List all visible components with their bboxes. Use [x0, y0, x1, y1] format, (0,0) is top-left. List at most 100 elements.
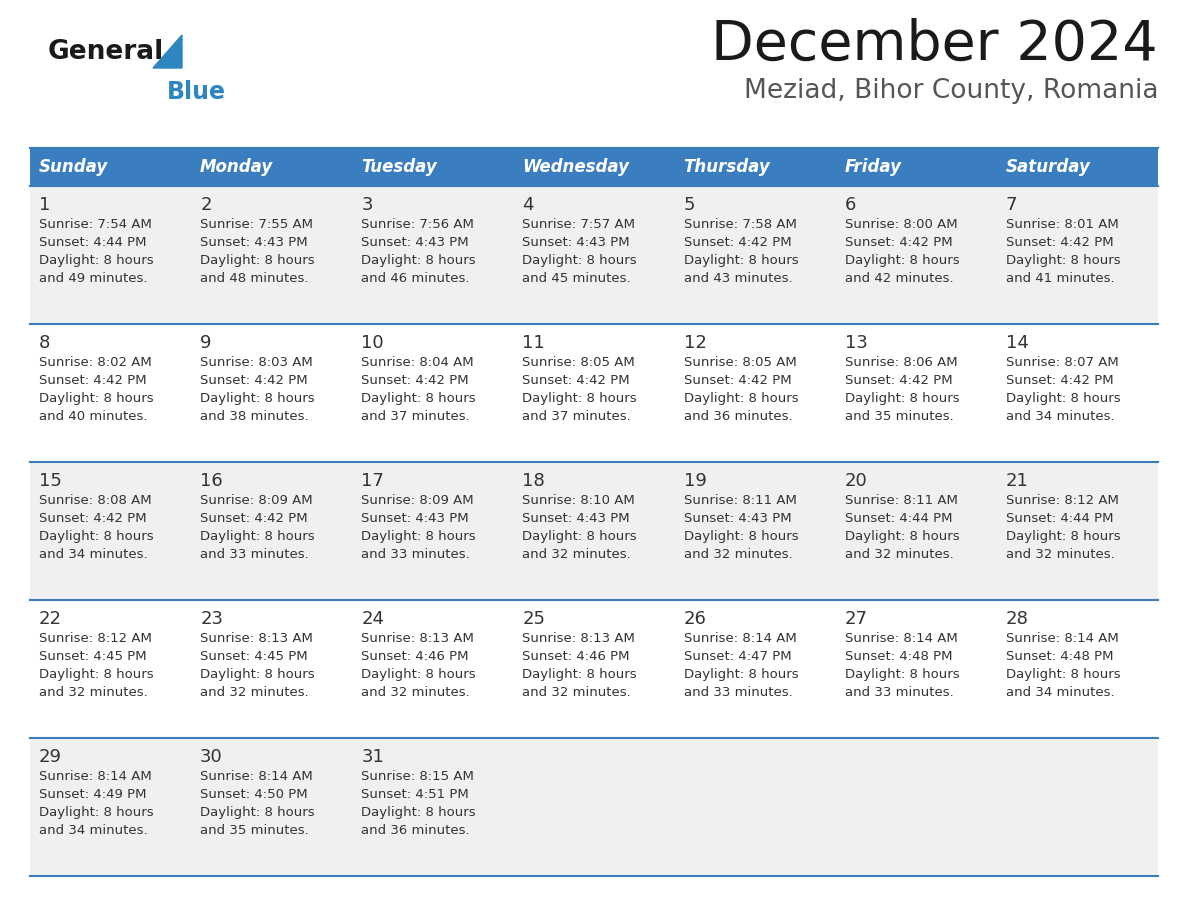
Text: Sunrise: 7:55 AM: Sunrise: 7:55 AM — [200, 218, 314, 231]
Text: 12: 12 — [683, 334, 707, 352]
Text: Sunrise: 8:14 AM: Sunrise: 8:14 AM — [200, 770, 312, 783]
Text: Sunset: 4:45 PM: Sunset: 4:45 PM — [39, 650, 146, 663]
Text: Daylight: 8 hours: Daylight: 8 hours — [200, 530, 315, 543]
Text: and 32 minutes.: and 32 minutes. — [200, 686, 309, 699]
Text: and 33 minutes.: and 33 minutes. — [361, 548, 470, 561]
Text: and 45 minutes.: and 45 minutes. — [523, 272, 631, 285]
Text: Sunset: 4:42 PM: Sunset: 4:42 PM — [200, 374, 308, 387]
Text: and 36 minutes.: and 36 minutes. — [683, 410, 792, 423]
Text: Sunset: 4:50 PM: Sunset: 4:50 PM — [200, 788, 308, 801]
Text: December 2024: December 2024 — [712, 18, 1158, 72]
Text: 28: 28 — [1006, 610, 1029, 628]
Text: and 34 minutes.: and 34 minutes. — [39, 548, 147, 561]
Text: Sunrise: 8:11 AM: Sunrise: 8:11 AM — [845, 494, 958, 507]
Text: Daylight: 8 hours: Daylight: 8 hours — [361, 806, 476, 819]
Text: Sunset: 4:43 PM: Sunset: 4:43 PM — [200, 236, 308, 249]
Text: 11: 11 — [523, 334, 545, 352]
Text: Sunset: 4:42 PM: Sunset: 4:42 PM — [1006, 374, 1113, 387]
Text: Sunrise: 8:13 AM: Sunrise: 8:13 AM — [361, 632, 474, 645]
Text: Sunset: 4:49 PM: Sunset: 4:49 PM — [39, 788, 146, 801]
Text: Sunrise: 8:11 AM: Sunrise: 8:11 AM — [683, 494, 796, 507]
Text: Daylight: 8 hours: Daylight: 8 hours — [683, 530, 798, 543]
Text: Sunrise: 8:02 AM: Sunrise: 8:02 AM — [39, 356, 152, 369]
Text: Sunrise: 8:10 AM: Sunrise: 8:10 AM — [523, 494, 636, 507]
Text: 26: 26 — [683, 610, 707, 628]
Text: Daylight: 8 hours: Daylight: 8 hours — [845, 668, 960, 681]
Text: Sunrise: 8:04 AM: Sunrise: 8:04 AM — [361, 356, 474, 369]
Text: and 34 minutes.: and 34 minutes. — [1006, 410, 1114, 423]
Text: 8: 8 — [39, 334, 50, 352]
Text: 25: 25 — [523, 610, 545, 628]
Text: 15: 15 — [39, 472, 62, 490]
Text: and 38 minutes.: and 38 minutes. — [200, 410, 309, 423]
Text: Sunset: 4:42 PM: Sunset: 4:42 PM — [39, 374, 146, 387]
Text: Sunset: 4:44 PM: Sunset: 4:44 PM — [845, 512, 953, 525]
Text: Sunrise: 8:12 AM: Sunrise: 8:12 AM — [39, 632, 152, 645]
Text: Sunrise: 8:14 AM: Sunrise: 8:14 AM — [39, 770, 152, 783]
Text: Daylight: 8 hours: Daylight: 8 hours — [200, 392, 315, 405]
Text: Daylight: 8 hours: Daylight: 8 hours — [361, 668, 476, 681]
Text: Daylight: 8 hours: Daylight: 8 hours — [39, 668, 153, 681]
Text: and 49 minutes.: and 49 minutes. — [39, 272, 147, 285]
Text: 17: 17 — [361, 472, 384, 490]
Text: Blue: Blue — [168, 80, 226, 104]
Text: Daylight: 8 hours: Daylight: 8 hours — [845, 254, 960, 267]
Text: Daylight: 8 hours: Daylight: 8 hours — [39, 530, 153, 543]
Text: Sunrise: 8:14 AM: Sunrise: 8:14 AM — [845, 632, 958, 645]
Text: Daylight: 8 hours: Daylight: 8 hours — [39, 254, 153, 267]
Text: Daylight: 8 hours: Daylight: 8 hours — [683, 392, 798, 405]
Bar — [30, 148, 191, 186]
Text: Sunset: 4:42 PM: Sunset: 4:42 PM — [845, 374, 953, 387]
Bar — [513, 148, 675, 186]
Text: 2: 2 — [200, 196, 211, 214]
Text: Daylight: 8 hours: Daylight: 8 hours — [523, 530, 637, 543]
Text: Sunset: 4:42 PM: Sunset: 4:42 PM — [683, 236, 791, 249]
Text: and 41 minutes.: and 41 minutes. — [1006, 272, 1114, 285]
Text: and 32 minutes.: and 32 minutes. — [845, 548, 954, 561]
Text: Sunrise: 8:07 AM: Sunrise: 8:07 AM — [1006, 356, 1119, 369]
Text: Daylight: 8 hours: Daylight: 8 hours — [845, 530, 960, 543]
Text: Sunrise: 8:14 AM: Sunrise: 8:14 AM — [1006, 632, 1119, 645]
Polygon shape — [153, 35, 182, 68]
Text: 4: 4 — [523, 196, 533, 214]
Text: Daylight: 8 hours: Daylight: 8 hours — [1006, 254, 1120, 267]
Text: 21: 21 — [1006, 472, 1029, 490]
Text: Sunset: 4:45 PM: Sunset: 4:45 PM — [200, 650, 308, 663]
Text: Sunday: Sunday — [39, 158, 108, 176]
Text: 3: 3 — [361, 196, 373, 214]
Text: Sunrise: 8:05 AM: Sunrise: 8:05 AM — [523, 356, 636, 369]
Bar — [675, 148, 835, 186]
Text: and 34 minutes.: and 34 minutes. — [1006, 686, 1114, 699]
Text: 22: 22 — [39, 610, 62, 628]
Text: Daylight: 8 hours: Daylight: 8 hours — [200, 668, 315, 681]
Bar — [835, 148, 997, 186]
Text: Sunset: 4:42 PM: Sunset: 4:42 PM — [845, 236, 953, 249]
Text: Daylight: 8 hours: Daylight: 8 hours — [200, 254, 315, 267]
Text: and 33 minutes.: and 33 minutes. — [845, 686, 954, 699]
Text: Sunset: 4:42 PM: Sunset: 4:42 PM — [200, 512, 308, 525]
Bar — [30, 462, 1158, 600]
Text: Sunset: 4:47 PM: Sunset: 4:47 PM — [683, 650, 791, 663]
Text: 18: 18 — [523, 472, 545, 490]
Text: 6: 6 — [845, 196, 857, 214]
Text: Daylight: 8 hours: Daylight: 8 hours — [361, 530, 476, 543]
Text: 23: 23 — [200, 610, 223, 628]
Text: Daylight: 8 hours: Daylight: 8 hours — [1006, 392, 1120, 405]
Text: and 34 minutes.: and 34 minutes. — [39, 824, 147, 837]
Text: and 43 minutes.: and 43 minutes. — [683, 272, 792, 285]
Text: 31: 31 — [361, 748, 384, 766]
Text: 19: 19 — [683, 472, 707, 490]
Text: Sunrise: 8:01 AM: Sunrise: 8:01 AM — [1006, 218, 1119, 231]
Text: Sunset: 4:42 PM: Sunset: 4:42 PM — [39, 512, 146, 525]
Text: Sunrise: 8:06 AM: Sunrise: 8:06 AM — [845, 356, 958, 369]
Text: 16: 16 — [200, 472, 223, 490]
Text: Sunrise: 7:58 AM: Sunrise: 7:58 AM — [683, 218, 796, 231]
Text: Wednesday: Wednesday — [523, 158, 630, 176]
Text: and 48 minutes.: and 48 minutes. — [200, 272, 309, 285]
Text: Daylight: 8 hours: Daylight: 8 hours — [683, 668, 798, 681]
Bar — [353, 148, 513, 186]
Text: Sunrise: 8:14 AM: Sunrise: 8:14 AM — [683, 632, 796, 645]
Text: and 33 minutes.: and 33 minutes. — [200, 548, 309, 561]
Text: Daylight: 8 hours: Daylight: 8 hours — [683, 254, 798, 267]
Text: and 46 minutes.: and 46 minutes. — [361, 272, 469, 285]
